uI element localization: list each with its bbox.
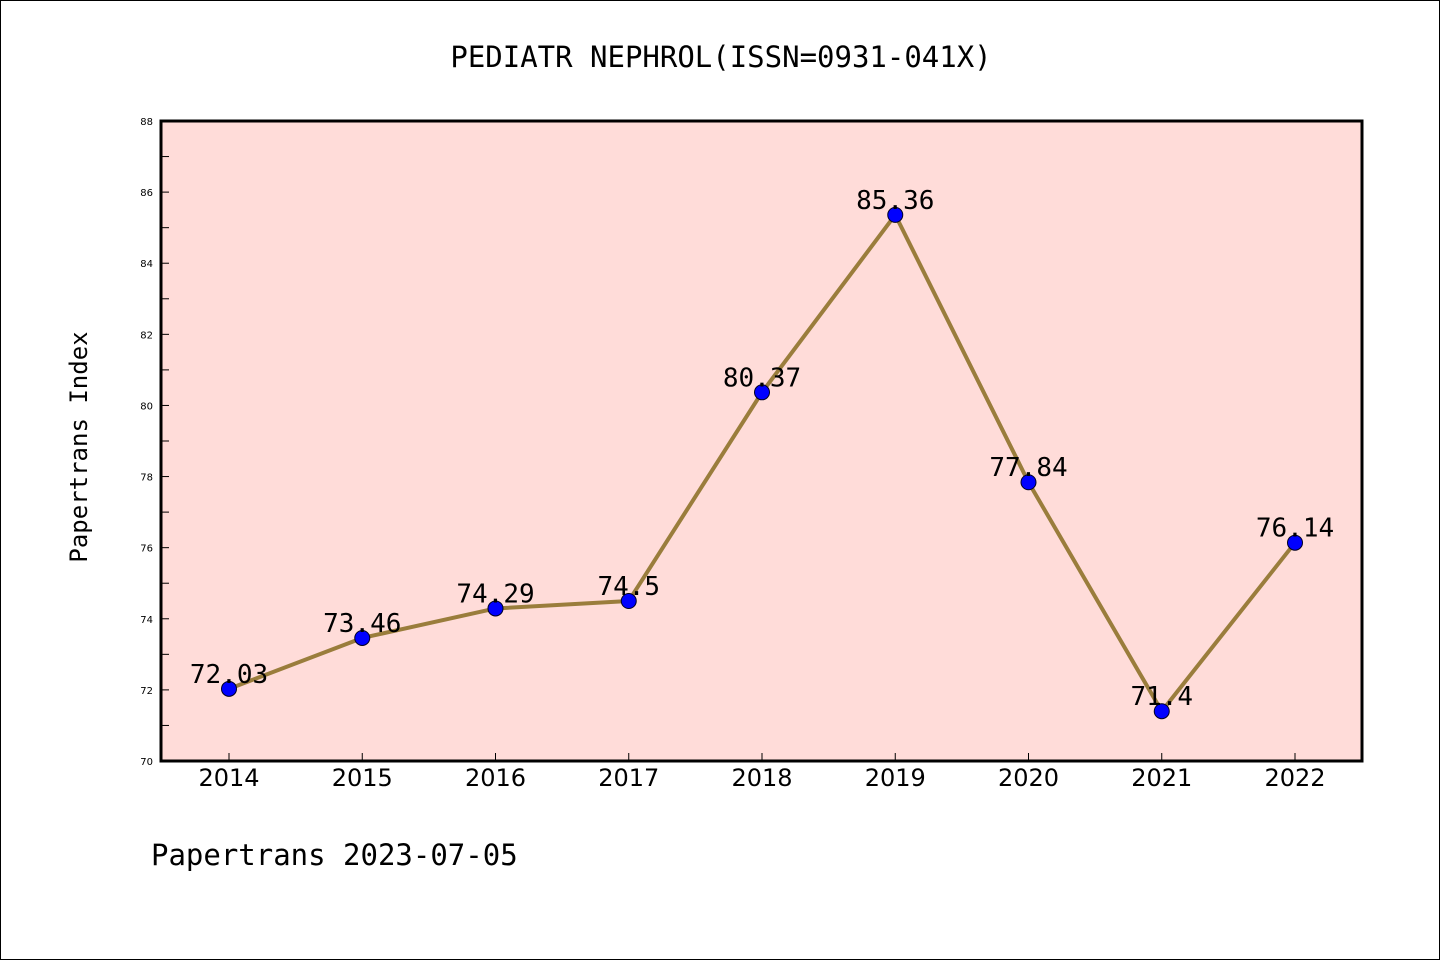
data-point xyxy=(221,680,237,697)
data-labels: 72.03 73.46 74.29 74.5 80.37 85.36 77.84 71.4 76… xyxy=(190,186,1334,712)
data-label: 74.5 xyxy=(597,572,660,602)
y-tick-label: 72 xyxy=(140,686,153,697)
data-label: 76.14 xyxy=(1256,514,1334,544)
data-point xyxy=(1020,474,1037,491)
y-axis: 70 72 74 76 78 80 82 84 86 88 xyxy=(140,117,169,768)
plot-area xyxy=(159,119,1364,763)
y-tick-label: 86 xyxy=(140,188,153,199)
data-point xyxy=(1287,534,1303,551)
data-label: 71.4 xyxy=(1130,682,1193,712)
x-tick-label: 2016 xyxy=(465,764,526,792)
data-label: 85.36 xyxy=(856,186,934,216)
x-tick-label: 2021 xyxy=(1131,764,1192,792)
data-label: 72.03 xyxy=(190,660,268,690)
x-tick-label: 2018 xyxy=(731,764,792,792)
data-label: 80.37 xyxy=(723,363,801,393)
series-markers xyxy=(221,206,1303,720)
data-label: 73.46 xyxy=(323,609,401,639)
footer-credit: Papertrans 2023-07-05 xyxy=(151,838,518,872)
data-label: 77.84 xyxy=(989,453,1067,483)
y-tick-label: 76 xyxy=(140,544,153,555)
x-axis: 2014 2015 2016 2017 2018 2019 2020 2021 2022 xyxy=(198,753,1326,792)
data-point xyxy=(754,384,770,401)
y-tick-label: 70 xyxy=(140,757,153,768)
y-axis-label: Papertrans Index xyxy=(65,331,93,562)
data-point xyxy=(1153,703,1170,720)
y-tick-label: 88 xyxy=(140,117,153,128)
data-point xyxy=(887,206,904,223)
chart-title: PEDIATR NEPHROL(ISSN=0931-041X) xyxy=(450,40,991,74)
x-tick-label: 2014 xyxy=(198,764,259,792)
x-tick-label: 2020 xyxy=(998,764,1059,792)
x-tick-label: 2022 xyxy=(1264,764,1325,792)
data-point xyxy=(487,600,504,617)
x-tick-label: 2017 xyxy=(598,764,659,792)
y-tick-label: 84 xyxy=(140,259,153,270)
x-tick-label: 2015 xyxy=(332,764,393,792)
data-point xyxy=(354,629,371,646)
x-tick-label: 2019 xyxy=(865,764,926,792)
y-tick-label: 82 xyxy=(140,330,153,341)
y-tick-label: 80 xyxy=(140,401,153,412)
data-point xyxy=(620,593,637,609)
data-label: 74.29 xyxy=(456,579,534,609)
y-tick-label: 74 xyxy=(140,615,153,626)
y-tick-label: 78 xyxy=(140,473,153,484)
